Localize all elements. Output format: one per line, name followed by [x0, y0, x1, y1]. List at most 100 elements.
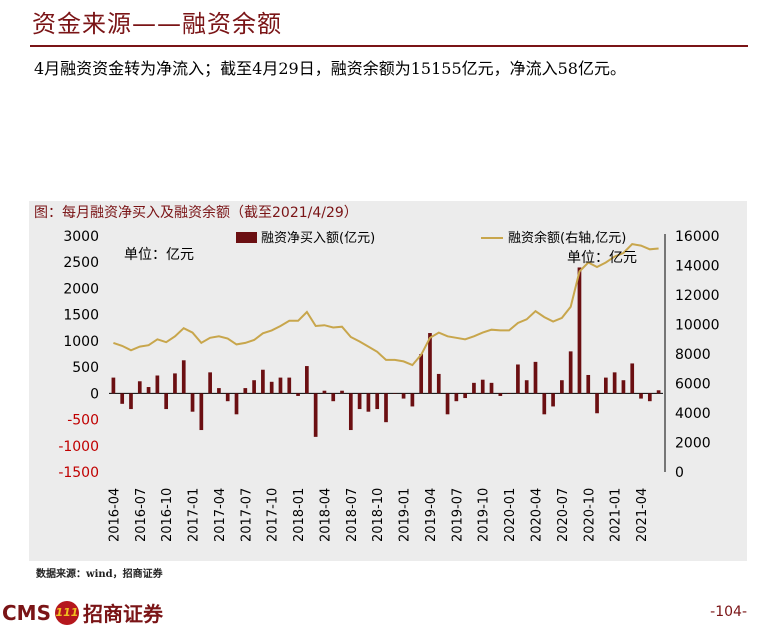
net-buy-bar [472, 382, 476, 394]
y-left-tick-label: 0 [90, 386, 99, 402]
net-buy-bar [630, 363, 635, 394]
margin-financing-chart: 3000 2500 2000 1500 1000 500 0 -500 -1000 -1500 16… [58, 229, 720, 542]
title-divider [30, 45, 748, 47]
x-tick-label: 2020-10 [582, 488, 597, 542]
net-buy-bar [639, 393, 643, 399]
y-left-tick-label: 3000 [63, 229, 99, 245]
net-buy-bar [287, 377, 292, 394]
net-buy-bar [375, 393, 380, 410]
net-buy-bar [208, 372, 212, 394]
y-left-tick-label: 1000 [63, 334, 99, 350]
net-buy-bar [129, 393, 133, 410]
x-tick-label: 2020-01 [503, 488, 518, 542]
net-buy-bar [621, 380, 626, 394]
net-buy-bar [463, 393, 467, 399]
y-right-tick-label: 4000 [675, 406, 711, 422]
net-buy-bar [436, 373, 441, 394]
net-buy-bar [146, 387, 151, 394]
net-buy-bar [261, 369, 265, 394]
net-buy-bar [445, 393, 450, 415]
x-tick-label: 2019-10 [477, 488, 492, 542]
net-buy-bar [392, 393, 397, 394]
legend-bar-label: 融资净买入额(亿元) [261, 231, 375, 246]
x-tick-label: 2019-01 [398, 488, 413, 542]
net-buy-bar [348, 393, 353, 431]
net-buy-bar [278, 377, 283, 394]
net-buy-bar [120, 393, 125, 404]
x-tick-label: 2017-04 [213, 488, 228, 542]
y-right-tick-label: 8000 [675, 347, 711, 363]
chart-caption: 图：每月融资净买入及融资余额（截至2021/4/29） [34, 205, 358, 221]
x-tick-label: 2020-04 [529, 488, 544, 542]
y-right-tick-label: 6000 [675, 377, 711, 393]
net-buy-bar [551, 393, 555, 407]
net-buy-bar [498, 393, 503, 396]
x-tick-label: 2018-07 [345, 488, 360, 542]
logo-emblem-icon: 111 [54, 600, 79, 625]
net-buy-bar [234, 393, 239, 415]
left-unit-label: 单位：亿元 [124, 247, 194, 263]
y-right-tick-label: 10000 [675, 318, 720, 334]
net-buy-bar [384, 393, 388, 423]
net-buy-bar [357, 393, 362, 410]
y-right-tick-label: 14000 [675, 259, 720, 275]
y-right-tick-label: 16000 [675, 229, 720, 245]
net-buy-bar [225, 393, 230, 402]
y-left-tick-label: 2000 [63, 281, 99, 297]
net-buy-bar [603, 377, 608, 394]
x-tick-label: 2016-10 [160, 488, 175, 542]
net-buy-bar [524, 380, 529, 394]
y-right-tick-label: 0 [675, 465, 684, 481]
company-logo: CMS 111 招商证券 [2, 598, 163, 627]
x-tick-label: 2017-07 [239, 488, 254, 542]
net-buy-bar [647, 393, 652, 402]
net-buy-bar [190, 393, 195, 412]
net-buy-bar [199, 393, 204, 431]
x-tick-label: 2019-04 [424, 488, 439, 542]
net-buy-bar [331, 393, 336, 402]
net-buy-bar [542, 393, 547, 415]
net-buy-bar [612, 372, 617, 394]
y-left-tick-label: 2500 [63, 255, 99, 271]
net-buy-bar [401, 393, 406, 399]
logo-prefix: CMS [2, 600, 51, 625]
y-left-tick-label: 500 [72, 360, 99, 376]
net-buy-bar [656, 390, 661, 394]
right-unit-label: 单位：亿元 [567, 250, 637, 266]
net-buy-bar [560, 380, 564, 394]
net-buy-bar [340, 390, 344, 394]
net-buy-bar [137, 381, 142, 394]
chart-panel [29, 201, 747, 561]
net-buy-bar [252, 380, 256, 394]
net-buy-bar [516, 364, 520, 394]
net-buy-bar [181, 360, 186, 394]
legend-bar-swatch [236, 232, 257, 243]
net-buy-bar [489, 382, 494, 394]
net-buy-bar [217, 388, 221, 394]
net-buy-bar [577, 267, 582, 394]
net-buy-bar [533, 361, 538, 394]
balance-line [113, 243, 659, 367]
net-buy-bar [454, 393, 459, 402]
y-right-tick-label: 2000 [675, 436, 711, 452]
net-buy-bar [305, 366, 309, 394]
net-buy-bar [164, 393, 169, 410]
x-tick-label: 2019-07 [450, 488, 465, 542]
net-buy-bar [313, 393, 318, 437]
net-buy-bar [507, 393, 511, 394]
x-tick-label: 2021-01 [609, 488, 624, 542]
net-buy-bar [322, 390, 327, 394]
x-tick-label: 2017-01 [187, 488, 202, 542]
net-buy-bar [568, 351, 573, 394]
net-buy-bar [428, 333, 432, 394]
net-buy-bar [419, 354, 424, 394]
page-number: -104- [710, 604, 747, 620]
net-buy-bar [586, 374, 591, 394]
net-buy-bar [269, 381, 274, 394]
x-tick-label: 2018-10 [371, 488, 386, 542]
y-left-tick-label: -500 [67, 413, 99, 429]
page-title: 资金来源——融资余额 [32, 10, 282, 38]
net-buy-bar [410, 393, 415, 407]
net-buy-bar [366, 393, 371, 412]
x-tick-label: 2018-04 [318, 488, 333, 542]
